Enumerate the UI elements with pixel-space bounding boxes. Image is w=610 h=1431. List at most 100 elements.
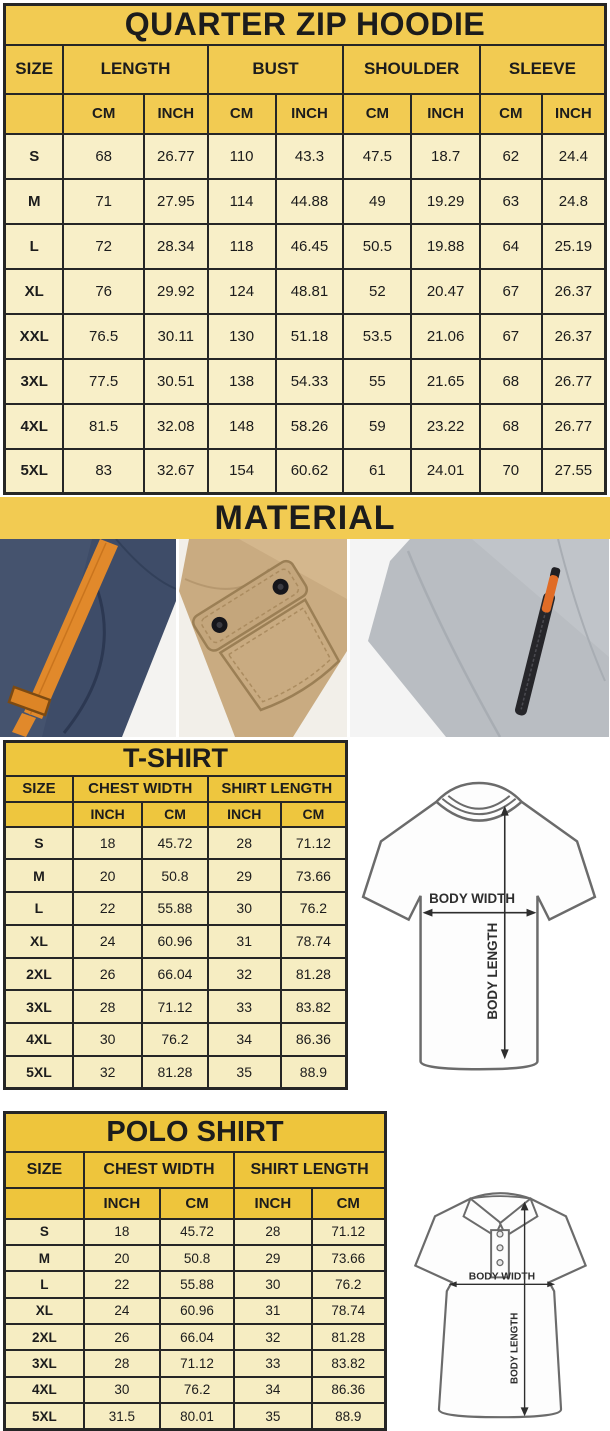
tshirt-body-width-label: BODY WIDTH <box>429 891 515 906</box>
value-cell: 81.28 <box>279 956 348 992</box>
hoodie-size-chart: QUARTER ZIP HOODIE SIZE LENGTH BUST SHOU… <box>3 3 607 495</box>
value-cell: 73.66 <box>279 858 348 893</box>
value-cell: 20 <box>82 1243 161 1273</box>
value-cell: 110 <box>206 132 277 180</box>
hoodie-unit-cell: INCH <box>540 92 607 135</box>
value-cell: 71.12 <box>310 1217 387 1246</box>
table-row: S 18 45.72 28 71.12 <box>3 825 348 861</box>
hoodie-table-body: S 68 26.77 110 43.3 47.5 18.7 62 24.4 M 71 27.95 114… <box>3 132 607 495</box>
value-cell: 24 <box>71 923 144 959</box>
hoodie-col-length: LENGTH <box>62 43 209 95</box>
table-row: XL 76 29.92 124 48.81 52 20.47 67 26.37 <box>3 267 607 315</box>
value-cell: 114 <box>206 177 277 225</box>
value-cell: 24 <box>82 1296 161 1326</box>
polo-body-width-label: BODY WIDTH <box>468 1271 534 1282</box>
value-cell: 130 <box>206 312 277 360</box>
value-cell: 33 <box>233 1349 313 1378</box>
size-cell: M <box>3 177 65 225</box>
value-cell: 58.26 <box>274 402 345 450</box>
value-cell: 55.88 <box>141 891 209 926</box>
table-row: M 20 50.8 29 73.66 <box>3 858 348 893</box>
value-cell: 59 <box>342 402 413 450</box>
polo-table-body: S 18 45.72 28 71.12 M 20 50.8 29 73.66 L 22 55.88 30 7… <box>3 1217 387 1431</box>
size-cell: XL <box>3 267 65 315</box>
value-cell: 81.5 <box>62 402 145 450</box>
polo-unit-empty <box>3 1186 85 1220</box>
table-row: M 71 27.95 114 44.88 49 19.29 63 24.8 <box>3 177 607 225</box>
value-cell: 50.5 <box>342 222 413 270</box>
table-row: L 72 28.34 118 46.45 50.5 19.88 64 25.19 <box>3 222 607 270</box>
table-row: S 68 26.77 110 43.3 47.5 18.7 62 24.4 <box>3 132 607 180</box>
value-cell: 28.34 <box>142 222 209 270</box>
hoodie-unit-cell: CM <box>206 92 277 135</box>
value-cell: 30.11 <box>142 312 209 360</box>
value-cell: 124 <box>206 267 277 315</box>
value-cell: 60.62 <box>274 447 345 495</box>
value-cell: 21.65 <box>410 357 481 405</box>
polo-unit-cell: INCH <box>233 1186 313 1220</box>
body-width-arrow <box>422 908 537 917</box>
value-cell: 60.96 <box>141 923 209 959</box>
value-cell: 55 <box>342 357 413 405</box>
tshirt-table-body: S 18 45.72 28 71.12 M 20 50.8 29 73.66 L 22 55.88 30 7… <box>3 825 348 1090</box>
value-cell: 76.2 <box>310 1270 387 1299</box>
value-cell: 51.18 <box>274 312 345 360</box>
size-cell: M <box>3 858 74 893</box>
value-cell: 76.2 <box>279 891 348 926</box>
table-row: 3XL 77.5 30.51 138 54.33 55 21.65 68 26.77 <box>3 357 607 405</box>
value-cell: 25.19 <box>540 222 607 270</box>
value-cell: 33 <box>206 989 282 1024</box>
size-cell: S <box>3 825 74 861</box>
value-cell: 55.88 <box>158 1270 236 1299</box>
hoodie-unit-cell: INCH <box>410 92 481 135</box>
value-cell: 44.88 <box>274 177 345 225</box>
material-banner: MATERIAL <box>0 497 610 539</box>
size-cell: 5XL <box>3 1402 85 1431</box>
value-cell: 46.45 <box>274 222 345 270</box>
table-row: L 22 55.88 30 76.2 <box>3 1270 387 1299</box>
value-cell: 29 <box>233 1243 313 1273</box>
value-cell: 26.37 <box>540 312 607 360</box>
material-photo-navy-drawstring <box>0 539 176 737</box>
body-length-arrow <box>520 1201 529 1417</box>
tshirt-unit-cell: CM <box>279 800 348 828</box>
value-cell: 118 <box>206 222 277 270</box>
value-cell: 67 <box>478 312 543 360</box>
value-cell: 30.51 <box>142 357 209 405</box>
hoodie-unit-cell: INCH <box>142 92 209 135</box>
value-cell: 48.81 <box>274 267 345 315</box>
size-cell: L <box>3 1270 85 1299</box>
material-photo-gray-zip <box>350 539 609 737</box>
size-cell: L <box>3 222 65 270</box>
value-cell: 31 <box>206 923 282 959</box>
size-cell: XL <box>3 923 74 959</box>
value-cell: 68 <box>62 132 145 180</box>
hoodie-unit-cell: INCH <box>274 92 345 135</box>
value-cell: 18 <box>71 825 144 861</box>
table-row: XXL 76.5 30.11 130 51.18 53.5 21.06 67 26.37 <box>3 312 607 360</box>
table-row: 4XL 30 76.2 34 86.36 <box>3 1375 387 1405</box>
size-cell: 3XL <box>3 357 65 405</box>
value-cell: 154 <box>206 447 277 495</box>
polo-diagram: BODY WIDTH BODY LENGTH <box>387 1111 610 1431</box>
value-cell: 63 <box>478 177 543 225</box>
value-cell: 78.74 <box>279 923 348 959</box>
value-cell: 35 <box>206 1054 282 1090</box>
value-cell: 70 <box>478 447 543 495</box>
value-cell: 26 <box>82 1322 161 1352</box>
table-row: L 22 55.88 30 76.2 <box>3 891 348 926</box>
value-cell: 27.55 <box>540 447 607 495</box>
size-cell: XL <box>3 1296 85 1326</box>
value-cell: 138 <box>206 357 277 405</box>
value-cell: 18 <box>82 1217 161 1246</box>
polo-body-length-label: BODY LENGTH <box>509 1313 520 1384</box>
hoodie-unit-cell: CM <box>478 92 543 135</box>
value-cell: 32.67 <box>142 447 209 495</box>
size-cell: 2XL <box>3 1322 85 1352</box>
value-cell: 148 <box>206 402 277 450</box>
value-cell: 29 <box>206 858 282 893</box>
value-cell: 28 <box>71 989 144 1024</box>
table-row: XL 24 60.96 31 78.74 <box>3 923 348 959</box>
value-cell: 20 <box>71 858 144 893</box>
value-cell: 34 <box>233 1375 313 1405</box>
